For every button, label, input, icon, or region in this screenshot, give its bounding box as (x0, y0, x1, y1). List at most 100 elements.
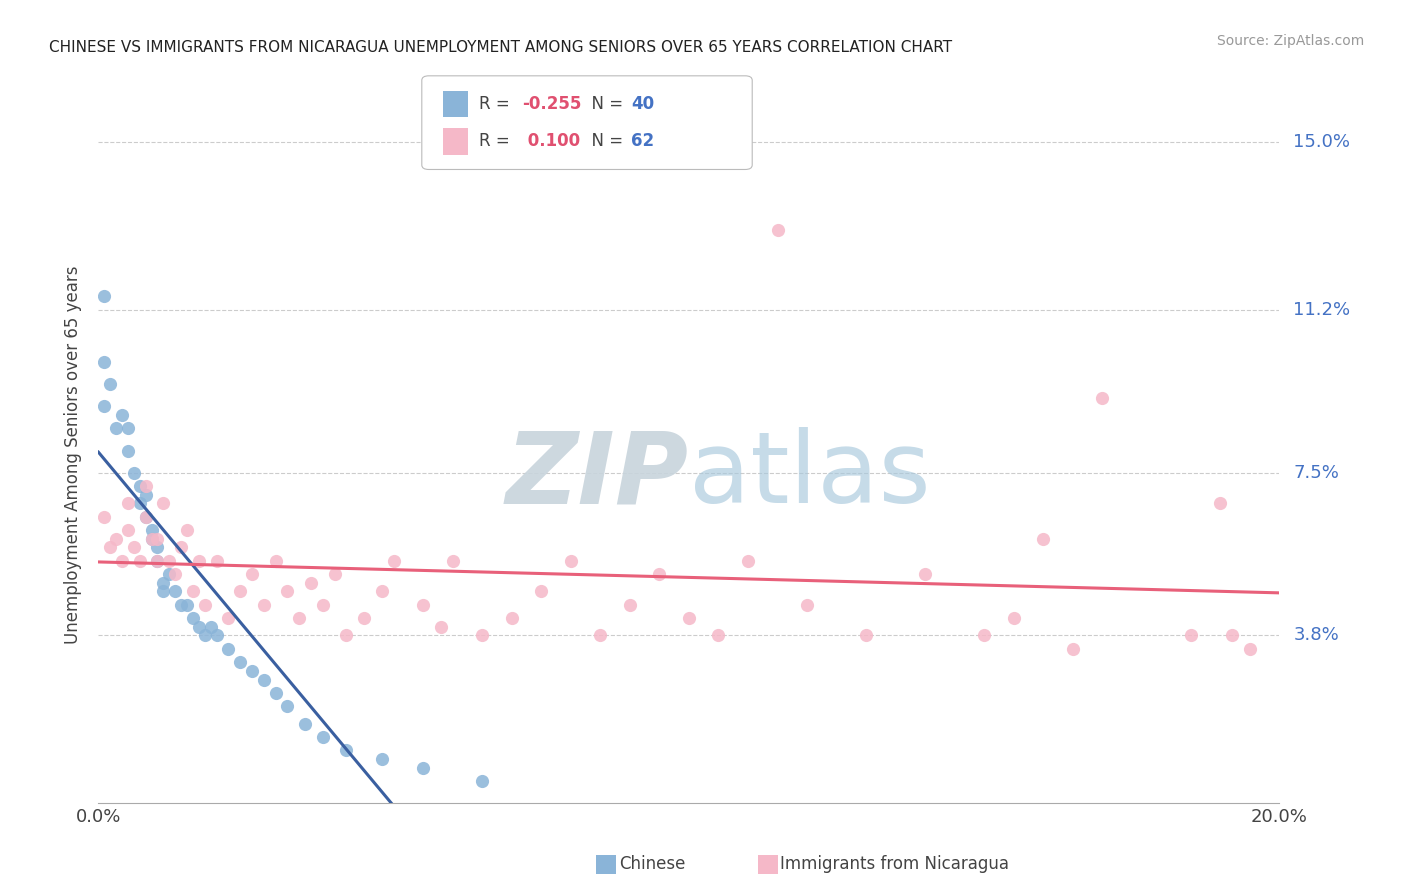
Point (105, 532, 128, 546)
Point (117, 421, 139, 435)
Point (152, 584, 174, 599)
Text: 0.100: 0.100 (522, 132, 579, 150)
Point (253, 598, 276, 612)
Point (122, 541, 145, 555)
Point (170, 541, 193, 555)
Point (973, 628, 995, 642)
Point (1002, 611, 1025, 625)
Point (176, 598, 198, 612)
Point (135, 487, 157, 501)
Point (165, 566, 187, 581)
Point (471, 773, 494, 788)
Text: N =: N = (581, 132, 628, 150)
Point (371, 752, 394, 766)
Point (253, 673, 276, 687)
Point (589, 628, 612, 642)
Text: N =: N = (581, 95, 628, 113)
Point (157, 553, 180, 567)
Point (117, 523, 139, 537)
Point (240, 664, 263, 678)
Text: R =: R = (479, 132, 516, 150)
Text: CHINESE VS IMMIGRANTS FROM NICARAGUA UNEMPLOYMENT AMONG SENIORS OVER 65 YEARS CO: CHINESE VS IMMIGRANTS FROM NICARAGUA UNE… (49, 40, 952, 55)
Text: Immigrants from Nicaragua: Immigrants from Nicaragua (780, 855, 1010, 873)
Point (1032, 532, 1054, 546)
Point (93, 289, 115, 303)
Point (441, 553, 464, 567)
Point (194, 628, 217, 642)
Point (229, 655, 252, 669)
Point (98, 377, 121, 392)
Point (288, 611, 311, 625)
Point (430, 620, 453, 634)
Point (312, 730, 335, 744)
Point (412, 598, 434, 612)
Point (264, 686, 287, 700)
Text: 7.5%: 7.5% (1294, 464, 1340, 482)
Y-axis label: Unemployment Among Seniors over 65 years: Unemployment Among Seniors over 65 years (65, 266, 83, 644)
Point (648, 566, 671, 581)
Point (501, 611, 523, 625)
Point (146, 541, 169, 555)
Point (412, 761, 434, 775)
Point (855, 628, 877, 642)
Point (371, 584, 394, 599)
Text: 40: 40 (631, 95, 654, 113)
Point (141, 523, 163, 537)
Point (1209, 496, 1232, 510)
Point (1091, 391, 1114, 405)
Point (105, 421, 128, 435)
Point (93, 355, 115, 369)
Text: ZIP: ZIP (506, 427, 689, 524)
Point (707, 628, 730, 642)
Point (382, 553, 405, 567)
Point (530, 584, 553, 599)
Point (796, 598, 818, 612)
Point (111, 553, 134, 567)
Point (312, 598, 335, 612)
Point (146, 532, 169, 546)
Point (1239, 641, 1261, 656)
Point (141, 532, 163, 546)
Text: 62: 62 (631, 132, 654, 150)
Point (135, 509, 157, 524)
Text: atlas: atlas (689, 427, 931, 524)
Point (157, 566, 180, 581)
Point (146, 553, 169, 567)
Point (128, 553, 150, 567)
Point (560, 553, 582, 567)
Point (187, 620, 209, 634)
Point (914, 566, 936, 581)
Point (152, 575, 174, 590)
Point (146, 553, 169, 567)
Point (229, 584, 252, 599)
Point (117, 443, 139, 458)
Point (217, 641, 239, 656)
Point (165, 584, 187, 599)
Point (678, 611, 700, 625)
Point (135, 479, 157, 493)
Point (299, 575, 322, 590)
Point (111, 409, 134, 423)
Point (152, 496, 174, 510)
Text: 15.0%: 15.0% (1294, 133, 1350, 152)
Point (181, 611, 204, 625)
Point (128, 496, 150, 510)
Point (240, 566, 263, 581)
Point (205, 553, 228, 567)
Text: Chinese: Chinese (619, 855, 685, 873)
Point (323, 566, 346, 581)
Point (264, 553, 287, 567)
Text: 11.2%: 11.2% (1294, 301, 1351, 318)
Point (471, 628, 494, 642)
Point (619, 598, 641, 612)
Point (217, 611, 239, 625)
Point (200, 620, 222, 634)
Point (187, 553, 209, 567)
Text: R =: R = (479, 95, 516, 113)
Point (141, 532, 163, 546)
Point (737, 553, 759, 567)
Point (294, 716, 316, 731)
Point (93, 400, 115, 414)
Point (93, 509, 115, 524)
Point (766, 223, 789, 237)
